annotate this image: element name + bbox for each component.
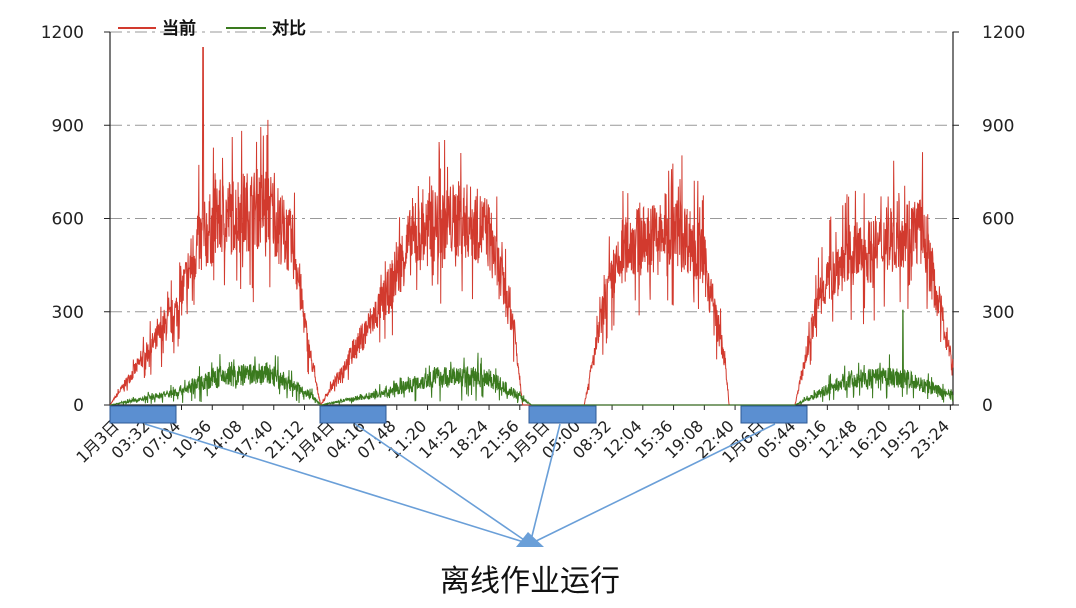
annotation-caption: 离线作业运行 (440, 564, 620, 599)
legend: 当前 对比 (118, 18, 306, 39)
y-right-tick-label: 600 (982, 210, 1014, 230)
y-axis-left: 0 300 600 900 1200 (41, 23, 111, 416)
series-line-current (109, 47, 954, 407)
y-left-tick-label: 1200 (41, 23, 84, 43)
annotation-arrow-line (354, 423, 531, 545)
annotation-arrow-line (529, 423, 561, 545)
y-left-tick-label: 600 (52, 210, 84, 230)
offline-job-annotation (109, 405, 808, 547)
y-right-tick-label: 0 (982, 396, 993, 416)
annotation-arrow-line (144, 423, 531, 545)
y-right-tick-label: 1200 (982, 23, 1025, 43)
y-left-tick-label: 300 (52, 303, 84, 323)
annotation-arrow-head (516, 532, 544, 547)
offline-job-box (109, 405, 177, 424)
x-axis: 1月3日03:3207:0410:3614:0817:4021:121月4日04… (72, 404, 953, 467)
legend-label-compare: 对比 (272, 18, 306, 39)
y-right-tick-label: 900 (982, 116, 1014, 136)
series-lines (109, 47, 954, 407)
y-left-tick-label: 0 (73, 396, 84, 416)
series-line-compare (109, 309, 954, 406)
offline-job-box (528, 405, 597, 424)
y-right-tick-label: 300 (982, 303, 1014, 323)
offline-job-box (319, 405, 387, 424)
y-left-tick-label: 900 (52, 116, 84, 136)
annotation-arrow-line (529, 423, 776, 545)
legend-label-current: 当前 (162, 18, 196, 39)
offline-job-box (740, 405, 808, 424)
y-axis-right: 0 300 600 900 1200 (952, 23, 1025, 416)
grid-lines (110, 31, 953, 313)
